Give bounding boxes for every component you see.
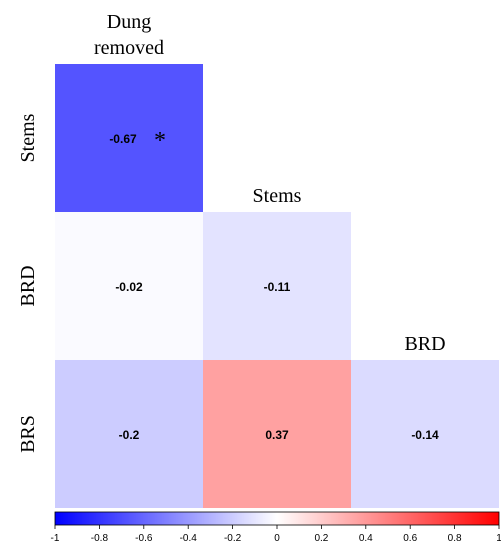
- heatmap-cell: [55, 212, 203, 360]
- cell-value-label: -0.11: [264, 280, 291, 294]
- heatmap-cell: [203, 360, 351, 508]
- cell-value-label: -0.67: [109, 132, 137, 146]
- colorbar: [54, 511, 500, 526]
- colorbar-tick-label: -0.6: [135, 533, 153, 544]
- column-label: removed: [94, 37, 164, 59]
- colorbar-tick-label: -0.8: [91, 533, 109, 544]
- row-label: BRS: [17, 415, 39, 453]
- cell-value-label: -0.14: [411, 428, 439, 442]
- colorbar-tick-label: 0.8: [448, 533, 462, 544]
- colorbar-tick-label: 0.6: [403, 533, 417, 544]
- cell-value-label: 0.37: [265, 428, 289, 442]
- heatmap-cell: [203, 212, 351, 360]
- colorbar-tick-label: 1: [496, 533, 501, 544]
- row-label: Stems: [17, 113, 39, 162]
- heatmap-cell: [351, 360, 499, 508]
- colorbar-tick-label: 0.4: [359, 533, 373, 544]
- colorbar-tick-label: 0.2: [314, 533, 328, 544]
- column-label: Dung: [107, 11, 151, 33]
- colorbar-tick-label: -0.4: [180, 533, 198, 544]
- column-label: BRD: [404, 333, 445, 355]
- colorbar-tick-label: -0.2: [224, 533, 242, 544]
- cell-value-label: -0.2: [119, 428, 140, 442]
- colorbar-tick-label: -1: [51, 533, 60, 544]
- significance-marker: *: [154, 128, 166, 154]
- heatmap-cell: [55, 64, 203, 212]
- colorbar-tick-label: 0: [274, 533, 280, 544]
- row-label: BRD: [17, 265, 39, 306]
- cell-value-label: -0.02: [115, 280, 143, 294]
- column-label: Stems: [253, 185, 302, 207]
- heatmap-cell: [55, 360, 203, 508]
